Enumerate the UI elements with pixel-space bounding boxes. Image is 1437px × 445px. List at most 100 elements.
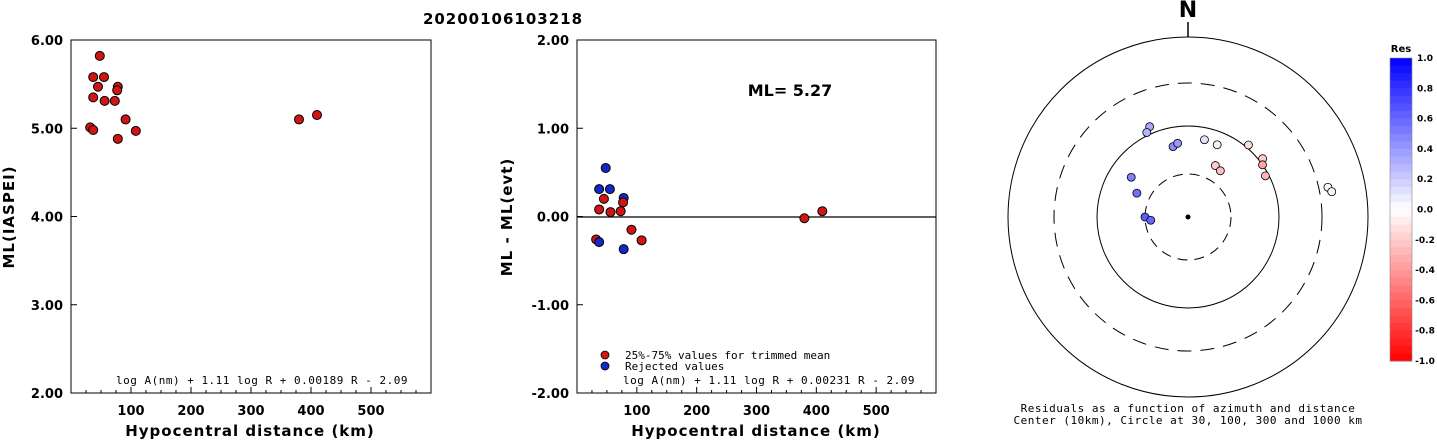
polar-data-point: [1258, 160, 1267, 170]
left-x-axis-label: Hypocentral distance (km): [125, 422, 375, 440]
middle-data-point: [817, 206, 828, 217]
colorbar-label: 0.4: [1417, 145, 1433, 155]
epicenter-dot: [1185, 214, 1191, 220]
colorbar-cell: [1390, 247, 1412, 256]
colorbar-cell: [1390, 270, 1412, 279]
colorbar-label: 0.6: [1417, 115, 1433, 125]
colorbar-label: -0.6: [1415, 296, 1435, 306]
left-y-tick-label: 6.00: [31, 34, 63, 49]
polar-data-point: [1212, 140, 1222, 150]
middle-y-tick-label: 1.00: [537, 122, 569, 137]
middle-data-point: [615, 206, 626, 217]
colorbar-cell: [1390, 277, 1412, 286]
colorbar-cell: [1390, 126, 1412, 135]
colorbar-cell: [1390, 254, 1412, 264]
circle-100km: [1096, 125, 1280, 309]
circle-30km: [1144, 173, 1232, 261]
colorbar-cell: [1390, 292, 1412, 301]
middle-x-tick-label: 300: [743, 404, 770, 419]
left-x-tick-label: 500: [357, 404, 384, 419]
colorbar-cell: [1390, 118, 1412, 127]
middle-data-point: [605, 207, 616, 218]
middle-x-tick-label: 200: [683, 404, 710, 419]
left-data-point: [94, 50, 105, 61]
colorbar-cell: [1390, 186, 1412, 195]
colorbar-cell: [1390, 65, 1412, 74]
polar-data-point: [1132, 188, 1142, 198]
colorbar-cell: [1390, 171, 1412, 180]
middle-data-point: [799, 213, 810, 224]
colorbar-cell: [1390, 232, 1412, 241]
colorbar-label: 0.0: [1417, 206, 1433, 216]
left-data-point: [88, 72, 99, 83]
middle-x-ticks: 100 200 300 400 500: [591, 387, 922, 419]
colorbar-cell: [1390, 217, 1412, 226]
left-data-point: [120, 114, 131, 125]
left-data-point: [93, 81, 103, 92]
colorbar-cell: [1390, 156, 1412, 165]
colorbar-cell: [1390, 224, 1412, 233]
middle-y-tick-label: -1.00: [532, 299, 569, 314]
left-x-tick-label: 100: [117, 404, 144, 419]
colorbar-cell: [1390, 239, 1412, 248]
middle-points: [591, 162, 828, 255]
middle-data-point: [618, 244, 629, 255]
colorbar-label: 1.0: [1417, 54, 1433, 64]
left-formula: log A(nm) + 1.11 log R + 0.00189 R - 2.0…: [116, 374, 408, 387]
colorbar-labels: 1.0 0.8 0.6 0.4 0.2 0.0 -0.2 -0.4 -0.6 -0.8 -1.0: [1415, 54, 1435, 367]
colorbar-label: -0.2: [1415, 236, 1435, 246]
left-data-point: [312, 110, 322, 121]
polar-panel: N Residuals as a function of azimuth and…: [1007, 0, 1369, 427]
polar-data-point: [1142, 128, 1152, 137]
middle-data-point: [626, 224, 637, 235]
polar-data-point: [1200, 135, 1209, 145]
middle-data-point: [594, 237, 605, 248]
colorbar-cell: [1390, 307, 1412, 317]
middle-data-point: [594, 184, 605, 195]
colorbar: Res 1.0 0.8 0.6 0.4 0.2 0.0 -0.2 -0.4 -0.6 -0.8 -1…: [1389, 44, 1435, 367]
middle-data-point: [600, 162, 611, 173]
colorbar-label: 0.2: [1417, 175, 1433, 185]
colorbar-label: -0.8: [1415, 327, 1435, 337]
colorbar-cell: [1390, 164, 1412, 173]
left-data-point: [109, 95, 120, 106]
polar-caption-line-2: Center (10km), Circle at 30, 100, 300 an…: [1013, 414, 1362, 427]
colorbar-cell: [1390, 209, 1412, 218]
polar-data-point: [1327, 187, 1337, 197]
middle-data-point: [594, 204, 605, 215]
left-x-tick-label: 400: [297, 404, 324, 419]
colorbar-cell: [1390, 141, 1412, 150]
colorbar-cell: [1390, 315, 1412, 324]
middle-panel: -2.00 -1.00 0.00 1.00 2.00 100 200 300 400 500 M…: [498, 34, 937, 440]
polar-data-point: [1146, 215, 1156, 225]
left-y-tick-label: 3.00: [31, 299, 63, 314]
middle-y-axis-label: ML - ML(evt): [498, 158, 516, 276]
middle-x-axis-label: Hypocentral distance (km): [631, 422, 881, 440]
polar-caption-line-1: Residuals as a function of azimuth and d…: [1021, 402, 1356, 415]
colorbar-label: 0.8: [1417, 84, 1433, 94]
colorbar-cell: [1390, 300, 1412, 309]
circle-300km: [1053, 82, 1323, 352]
colorbar-cell: [1390, 338, 1412, 347]
middle-x-tick-label: 400: [803, 404, 830, 419]
left-y-axis-label: ML(IASPEI): [0, 165, 18, 268]
left-y-tick-label: 5.00: [31, 122, 63, 137]
colorbar-cell: [1390, 148, 1412, 157]
middle-data-point: [598, 193, 609, 204]
middle-y-tick-label: 2.00: [537, 34, 569, 49]
left-data-point: [88, 125, 99, 136]
colorbar-label: -1.0: [1415, 357, 1435, 367]
colorbar-cell: [1390, 330, 1412, 339]
colorbar-cell: [1390, 194, 1412, 203]
circle-1000km: [1007, 36, 1369, 398]
left-y-tick-label: 2.00: [31, 387, 63, 402]
north-label: N: [1179, 0, 1197, 23]
legend: 25%-75% values for trimmed mean Rejected…: [600, 349, 830, 373]
left-y-ticks: 2.00 3.00 4.00 5.00 6.00: [31, 34, 77, 402]
colorbar-cell: [1390, 323, 1412, 332]
legend-label-trimmed: 25%-75% values for trimmed mean: [625, 349, 830, 362]
colorbar-cell: [1390, 345, 1412, 354]
left-data-point: [99, 95, 110, 106]
polar-data-point: [1215, 166, 1225, 176]
